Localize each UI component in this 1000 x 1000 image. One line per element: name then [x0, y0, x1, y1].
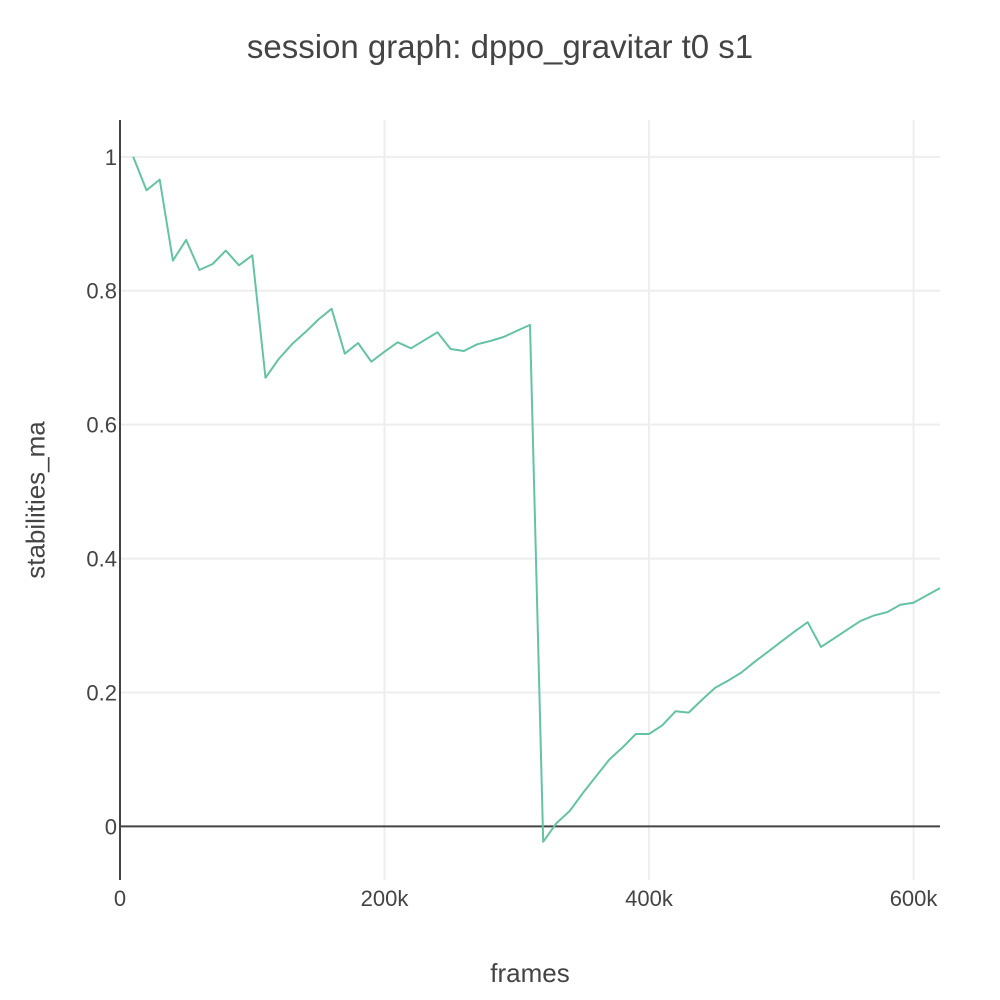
tick-labels: 0 200k 400k 600k 0 0.2 0.4 0.6 0.8 1	[86, 145, 938, 911]
x-tick-label: 200k	[361, 886, 410, 911]
x-axis-label: frames	[490, 958, 570, 988]
series-line	[132, 156, 941, 843]
x-tick-label: 600k	[890, 886, 939, 911]
x-tick-label: 400k	[625, 886, 674, 911]
y-tick-label: 1	[105, 145, 117, 170]
chart-title: session graph: dppo_gravitar t0 s1	[246, 28, 754, 65]
axes	[119, 120, 940, 880]
y-tick-label: 0.2	[86, 681, 117, 706]
y-tick-label: 0	[105, 814, 117, 839]
x-tick-label: 0	[114, 886, 126, 911]
y-axis-label: stabilities_ma	[20, 421, 51, 579]
y-tick-label: 0.4	[86, 547, 117, 572]
y-tick-label: 0.8	[86, 279, 117, 304]
y-tick-label: 0.6	[86, 413, 117, 438]
grid	[120, 120, 940, 880]
series-layer	[132, 156, 941, 843]
